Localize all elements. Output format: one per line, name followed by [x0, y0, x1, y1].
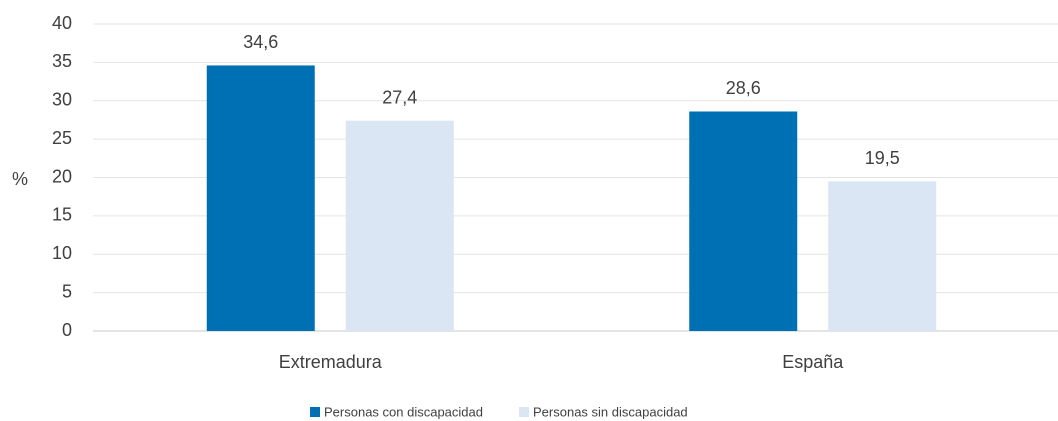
y-tick-label: 0 — [62, 320, 72, 340]
y-tick-label: 35 — [52, 51, 72, 71]
value-label: 28,6 — [726, 78, 761, 98]
y-tick-label: 40 — [52, 13, 72, 33]
bar — [828, 181, 937, 331]
x-tick-label: España — [782, 352, 844, 372]
legend-swatch — [519, 407, 529, 417]
y-tick-label: 30 — [52, 90, 72, 110]
legend-label: Personas con discapacidad — [324, 404, 483, 419]
y-tick-label: 5 — [62, 281, 72, 301]
x-tick-label: Extremadura — [279, 352, 383, 372]
value-label: 19,5 — [865, 148, 900, 168]
y-tick-label: 10 — [52, 243, 72, 263]
value-label: 34,6 — [243, 32, 278, 52]
legend-swatch — [310, 407, 320, 417]
value-label: 27,4 — [382, 87, 417, 107]
y-axis-label: % — [12, 169, 28, 189]
y-tick-label: 15 — [52, 205, 72, 225]
bar — [206, 65, 315, 331]
bar — [345, 120, 454, 331]
y-tick-label: 25 — [52, 128, 72, 148]
legend-label: Personas sin discapacidad — [533, 404, 688, 419]
bar — [689, 111, 798, 332]
y-tick-label: 20 — [52, 166, 72, 186]
